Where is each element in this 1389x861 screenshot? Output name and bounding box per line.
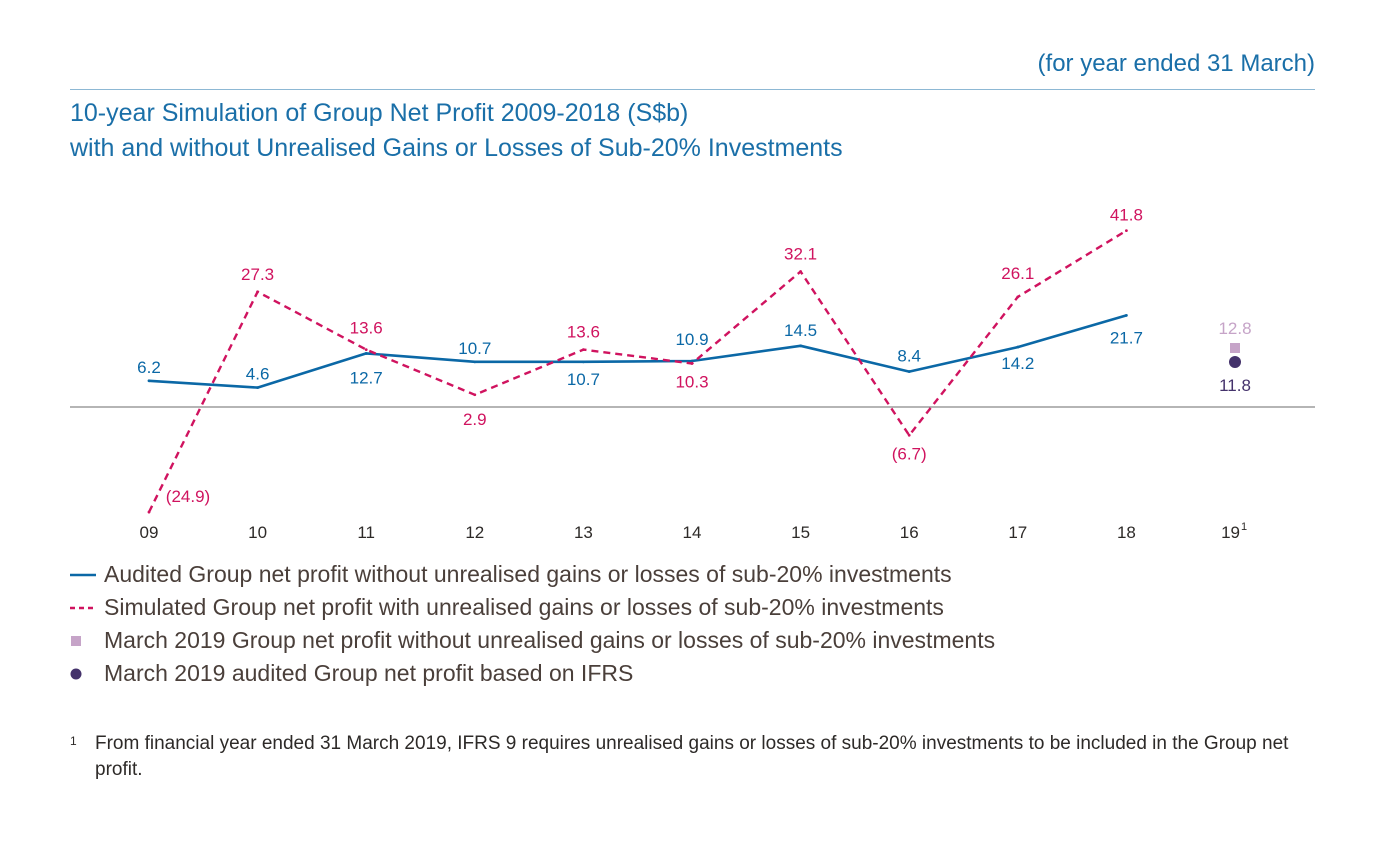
audited-data-label: 10.7 <box>567 370 600 389</box>
footnote-text: From financial year ended 31 March 2019,… <box>95 733 1289 780</box>
chart-legend: Audited Group net profit without unreali… <box>70 558 995 690</box>
legend-item: Audited Group net profit without unreali… <box>70 558 995 591</box>
audited-data-label: 12.7 <box>350 368 383 387</box>
x-tick-label: 18 <box>1117 523 1136 542</box>
legend-item: Simulated Group net profit with unrealis… <box>70 591 995 624</box>
chart-title-line-2: with and without Unrealised Gains or Los… <box>70 134 843 162</box>
label-layer: 6.2 4.6 12.7 10.7 10.7 10.9 14.5 8.4 14.2 21.7 (24… <box>137 206 1251 506</box>
legend-label: March 2019 Group net profit without unre… <box>104 627 996 653</box>
simulated-data-label: 13.6 <box>350 319 383 338</box>
simulated-data-point <box>1125 229 1128 233</box>
axis-layer: 09 10 11 12 13 14 15 16 17 18 19 1 <box>70 406 1315 542</box>
simulated-data-point <box>147 510 151 514</box>
simulated-data-point <box>364 348 368 352</box>
x-tick-label: 09 <box>140 523 159 542</box>
legend-label: March 2019 audited Group net profit base… <box>104 660 634 686</box>
simulated-data-point <box>256 290 259 294</box>
simulated-data-point <box>473 393 477 397</box>
audited-data-label: 10.7 <box>458 339 491 358</box>
simulated-data-label: (6.7) <box>892 444 927 463</box>
mar2019-ifrs-data-label: 11.8 <box>1219 376 1251 395</box>
x-tick-superscript: 1 <box>1241 521 1247 533</box>
simulated-data-point <box>907 433 911 437</box>
simulated-series-line <box>147 229 1128 513</box>
simulated-data-point <box>690 362 694 365</box>
audited-data-point <box>256 386 259 389</box>
x-tick-label: 15 <box>791 523 810 542</box>
simulated-data-label: 13.6 <box>567 323 600 342</box>
simulated-data-label: 32.1 <box>784 245 817 264</box>
audited-data-label: 8.4 <box>897 347 921 366</box>
x-tick-label: 14 <box>683 523 702 542</box>
x-tick-label: 11 <box>357 523 375 542</box>
mar2019-without-square-marker <box>1230 343 1240 353</box>
simulated-data-label: 26.1 <box>1001 264 1034 283</box>
net-profit-chart: 09 10 11 12 13 14 15 16 17 18 19 1 6.2 4.6 12.7 10.7 10… <box>70 206 1315 542</box>
legend-label: Simulated Group net profit with unrealis… <box>104 594 944 620</box>
audited-data-label: 6.2 <box>137 358 161 377</box>
x-tick-label: 17 <box>1008 523 1027 542</box>
simulated-data-label: 10.3 <box>675 373 708 392</box>
legend-item: March 2019 Group net profit without unre… <box>70 624 995 657</box>
audited-data-point <box>690 359 694 363</box>
chart-title-line-1: 10-year Simulation of Group Net Profit 2… <box>70 99 689 127</box>
simulated-data-point <box>582 348 585 352</box>
x-tick-label: 16 <box>900 523 919 542</box>
audited-data-point <box>473 360 477 364</box>
audited-data-point <box>1125 314 1128 317</box>
legend-label: Audited Group net profit without unreali… <box>104 561 952 587</box>
footnote-mark: 1 <box>70 734 77 748</box>
mar2019-without-data-label: 12.8 <box>1218 319 1251 338</box>
audited-data-point <box>364 352 368 355</box>
x-tick-label: 12 <box>465 523 484 542</box>
legend-swatch-circle <box>70 664 104 684</box>
legend-swatch-square <box>70 631 104 651</box>
audited-data-label: 14.5 <box>784 321 817 340</box>
simulated-data-label: (24.9) <box>166 487 210 506</box>
audited-data-label: 4.6 <box>246 365 270 384</box>
x-tick-label: 19 <box>1221 523 1240 542</box>
audited-data-point <box>1016 345 1020 349</box>
series-layer <box>147 229 1128 514</box>
audited-data-point <box>799 344 802 348</box>
simulated-data-point <box>799 270 802 273</box>
x-tick-label: 13 <box>574 523 593 542</box>
period-note: (for year ended 31 March) <box>1037 50 1315 77</box>
header-divider <box>70 89 1315 90</box>
footnote: 1 From financial year ended 31 March 201… <box>70 731 1310 783</box>
mar2019-ifrs-circle-marker <box>1229 356 1241 368</box>
audited-data-label: 10.9 <box>675 330 708 349</box>
legend-item: March 2019 audited Group net profit base… <box>70 657 995 690</box>
simulated-data-label: 2.9 <box>463 410 487 429</box>
chart-title: 10-year Simulation of Group Net Profit 2… <box>70 96 843 166</box>
legend-swatch-line-dashed <box>70 598 104 618</box>
audited-data-point <box>582 360 585 364</box>
simulated-data-label: 27.3 <box>241 265 274 284</box>
audited-data-label: 14.2 <box>1001 354 1034 373</box>
audited-data-label: 21.7 <box>1110 328 1143 347</box>
x-tick-label: 10 <box>248 523 267 542</box>
audited-data-point <box>147 379 151 383</box>
audited-series-line <box>148 314 1127 389</box>
legend-swatch-line-solid <box>70 565 104 585</box>
simulated-data-point <box>1016 295 1020 299</box>
point-layer <box>1229 343 1241 368</box>
simulated-data-label: 41.8 <box>1110 206 1143 225</box>
audited-data-point <box>907 370 911 373</box>
